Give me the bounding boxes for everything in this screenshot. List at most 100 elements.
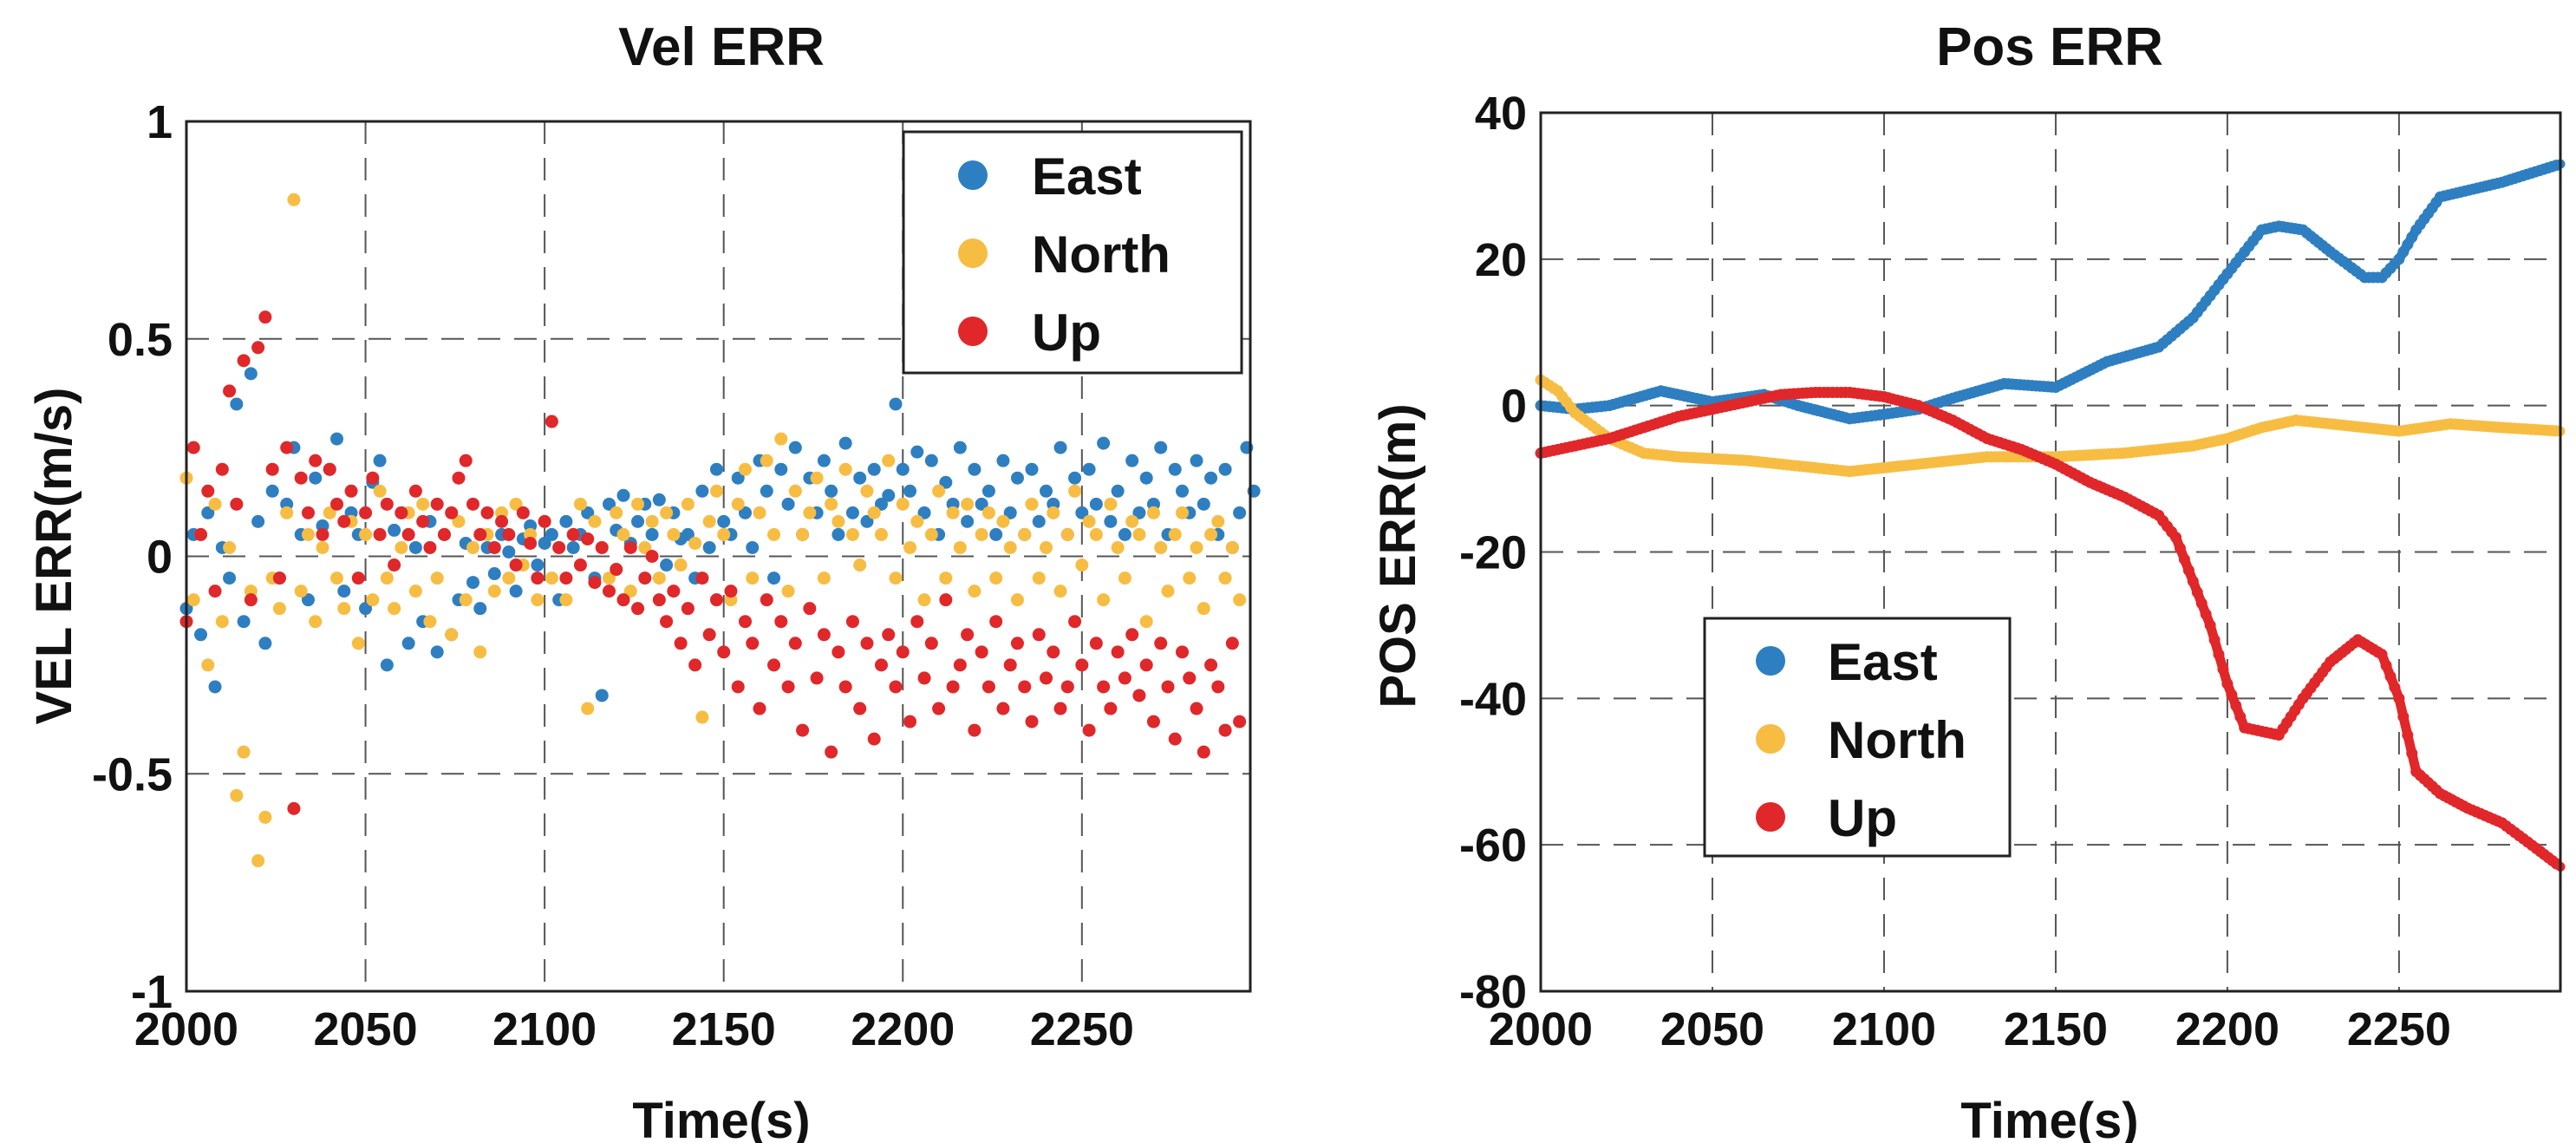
pos-point-up — [2389, 682, 2401, 694]
vel-point-east — [709, 462, 723, 476]
pos-y-tick-label: -20 — [1459, 527, 1527, 579]
vel-point-up — [860, 637, 874, 650]
vel-point-up — [1204, 658, 1218, 672]
vel-point-north — [1183, 572, 1197, 585]
pos-x-tick-label: 2250 — [2347, 1003, 2451, 1055]
vel-x-tick-label: 2100 — [492, 1003, 597, 1055]
vel-point-north — [388, 602, 401, 616]
vel-point-north — [337, 602, 351, 616]
vel-point-east — [1139, 471, 1153, 485]
vel-point-up — [309, 454, 323, 467]
vel-point-east — [1104, 514, 1118, 528]
vel-y-tick-label: 0 — [147, 532, 173, 584]
vel-point-north — [1139, 615, 1153, 629]
vel-point-up — [1010, 637, 1024, 650]
vel-chart-title: Vel ERR — [618, 17, 825, 77]
vel-point-north — [831, 514, 845, 528]
vel-point-up — [1146, 715, 1160, 728]
vel-point-north — [867, 506, 881, 519]
vel-point-north — [825, 497, 838, 511]
vel-point-up — [975, 645, 988, 659]
vel-point-north — [616, 527, 630, 541]
pos-point-up — [2170, 532, 2182, 544]
vel-point-north — [1125, 514, 1139, 528]
vel-point-north — [709, 484, 723, 498]
pos-point-up — [2195, 598, 2208, 610]
vel-point-north — [774, 432, 788, 446]
vel-point-north — [896, 497, 910, 511]
vel-point-up — [230, 497, 244, 511]
vel-point-up — [344, 484, 358, 498]
vel-point-east — [1118, 527, 1131, 541]
pos-point-up — [2221, 677, 2234, 689]
vel-point-east — [265, 484, 279, 498]
vel-point-up — [652, 593, 666, 607]
vel-point-up — [223, 384, 237, 398]
vel-point-north — [351, 637, 365, 650]
vel-point-up — [602, 585, 616, 598]
vel-point-east — [502, 545, 516, 558]
pos-x-tick-label: 2150 — [2004, 1003, 2108, 1055]
vel-point-up — [1161, 680, 1175, 694]
vel-point-up — [1040, 671, 1053, 685]
vel-point-north — [581, 702, 595, 715]
vel-point-east — [825, 484, 838, 498]
vel-point-east — [1032, 514, 1046, 528]
vel-point-up — [1111, 645, 1125, 659]
vel-point-north — [932, 484, 946, 498]
vel-point-up — [595, 540, 609, 554]
vel-y-tick-label: -1 — [131, 966, 173, 1018]
vel-series-north — [179, 193, 1247, 868]
vel-y-axis-label: VEL ERR(m/s) — [26, 388, 82, 725]
vel-point-east — [1097, 436, 1111, 450]
vel-point-east — [380, 658, 394, 672]
vel-point-up — [495, 514, 509, 528]
vel-point-up — [552, 540, 566, 554]
pos-chart-title: Pos ERR — [1936, 17, 2163, 77]
vel-point-east — [223, 572, 237, 585]
pos-point-up — [2393, 692, 2405, 704]
vel-point-up — [674, 637, 688, 650]
vel-point-up — [1075, 658, 1089, 672]
vel-point-north — [215, 615, 229, 629]
vel-point-north — [531, 593, 545, 607]
vel-point-east — [845, 506, 859, 519]
pos-point-up — [2174, 542, 2186, 554]
vel-legend-label-up: Up — [1032, 304, 1101, 362]
pos-point-north — [2550, 425, 2562, 437]
vel-point-east — [760, 484, 773, 498]
vel-point-up — [817, 628, 831, 642]
vel-point-east — [487, 567, 501, 581]
vel-legend-marker-up — [958, 317, 988, 346]
pos-point-up — [2230, 700, 2242, 712]
vel-point-east — [538, 536, 551, 550]
vel-x-tick-label: 2150 — [672, 1003, 776, 1055]
pos-y-tick-label: -80 — [1459, 966, 1527, 1018]
vel-point-up — [215, 462, 229, 476]
vel-point-up — [1154, 637, 1168, 650]
vel-point-north — [208, 497, 222, 511]
vel-point-east — [1125, 454, 1139, 467]
vel-point-east — [1154, 441, 1168, 454]
pos-x-tick-label: 2050 — [1660, 1003, 1764, 1055]
vel-point-up — [251, 341, 265, 355]
vel-point-up — [838, 680, 852, 694]
vel-point-east — [602, 497, 616, 511]
vel-point-north — [380, 572, 394, 585]
vel-point-east — [889, 397, 903, 411]
vel-point-east — [939, 475, 953, 489]
vel-point-north — [559, 593, 573, 607]
vel-point-east — [975, 497, 988, 511]
vel-point-north — [753, 506, 766, 519]
vel-point-east — [559, 514, 573, 528]
pos-axes-frame — [1539, 111, 2562, 993]
vel-point-north — [760, 454, 773, 467]
vel-point-up — [1218, 723, 1232, 737]
vel-x-tick-label: 2050 — [313, 1003, 417, 1055]
vel-point-east — [531, 558, 545, 572]
vel-point-east — [251, 514, 265, 528]
vel-point-east — [746, 540, 760, 554]
vel-point-up — [1104, 702, 1118, 715]
vel-point-east — [1082, 462, 1096, 476]
vel-point-east — [874, 497, 888, 511]
